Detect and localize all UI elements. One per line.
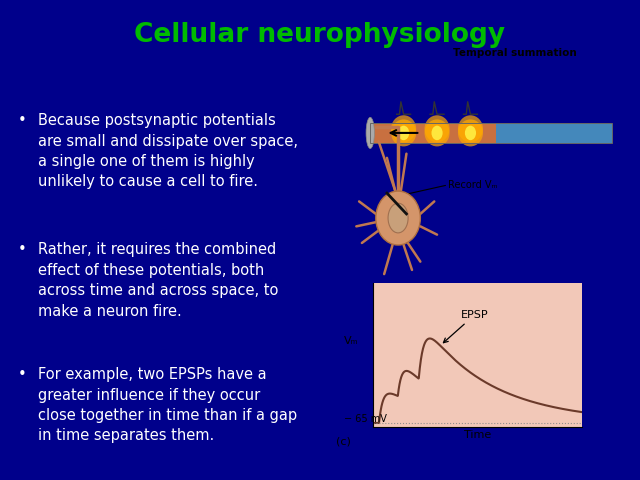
Text: Vₘ: Vₘ bbox=[344, 336, 358, 346]
Text: •: • bbox=[18, 367, 27, 382]
Ellipse shape bbox=[391, 115, 416, 142]
Text: (c): (c) bbox=[336, 437, 351, 447]
Ellipse shape bbox=[458, 120, 483, 146]
Ellipse shape bbox=[391, 120, 416, 146]
Ellipse shape bbox=[458, 115, 483, 142]
Text: For example, two EPSPs have a
greater influence if they occur
close together in : For example, two EPSPs have a greater in… bbox=[38, 367, 298, 444]
Ellipse shape bbox=[424, 115, 449, 142]
Ellipse shape bbox=[431, 126, 443, 140]
Text: Record Vₘ: Record Vₘ bbox=[448, 180, 498, 190]
Ellipse shape bbox=[424, 120, 449, 146]
Text: Temporal summation: Temporal summation bbox=[453, 48, 577, 58]
Ellipse shape bbox=[366, 117, 374, 148]
Text: EPSP: EPSP bbox=[444, 310, 489, 343]
Text: •: • bbox=[18, 242, 27, 257]
Text: Because postsynaptic potentials
are small and dissipate over space,
a single one: Because postsynaptic potentials are smal… bbox=[38, 113, 298, 190]
Text: Rather, it requires the combined
effect of these potentials, both
across time an: Rather, it requires the combined effect … bbox=[38, 242, 279, 319]
Ellipse shape bbox=[465, 126, 476, 140]
Text: •: • bbox=[18, 113, 27, 128]
Ellipse shape bbox=[398, 126, 409, 140]
Text: Cellular neurophysiology: Cellular neurophysiology bbox=[134, 22, 506, 48]
Text: − 65 mV: − 65 mV bbox=[344, 414, 387, 423]
FancyBboxPatch shape bbox=[370, 122, 495, 144]
X-axis label: Time: Time bbox=[463, 430, 491, 440]
Ellipse shape bbox=[388, 203, 408, 233]
FancyBboxPatch shape bbox=[495, 122, 612, 144]
Ellipse shape bbox=[376, 191, 420, 245]
